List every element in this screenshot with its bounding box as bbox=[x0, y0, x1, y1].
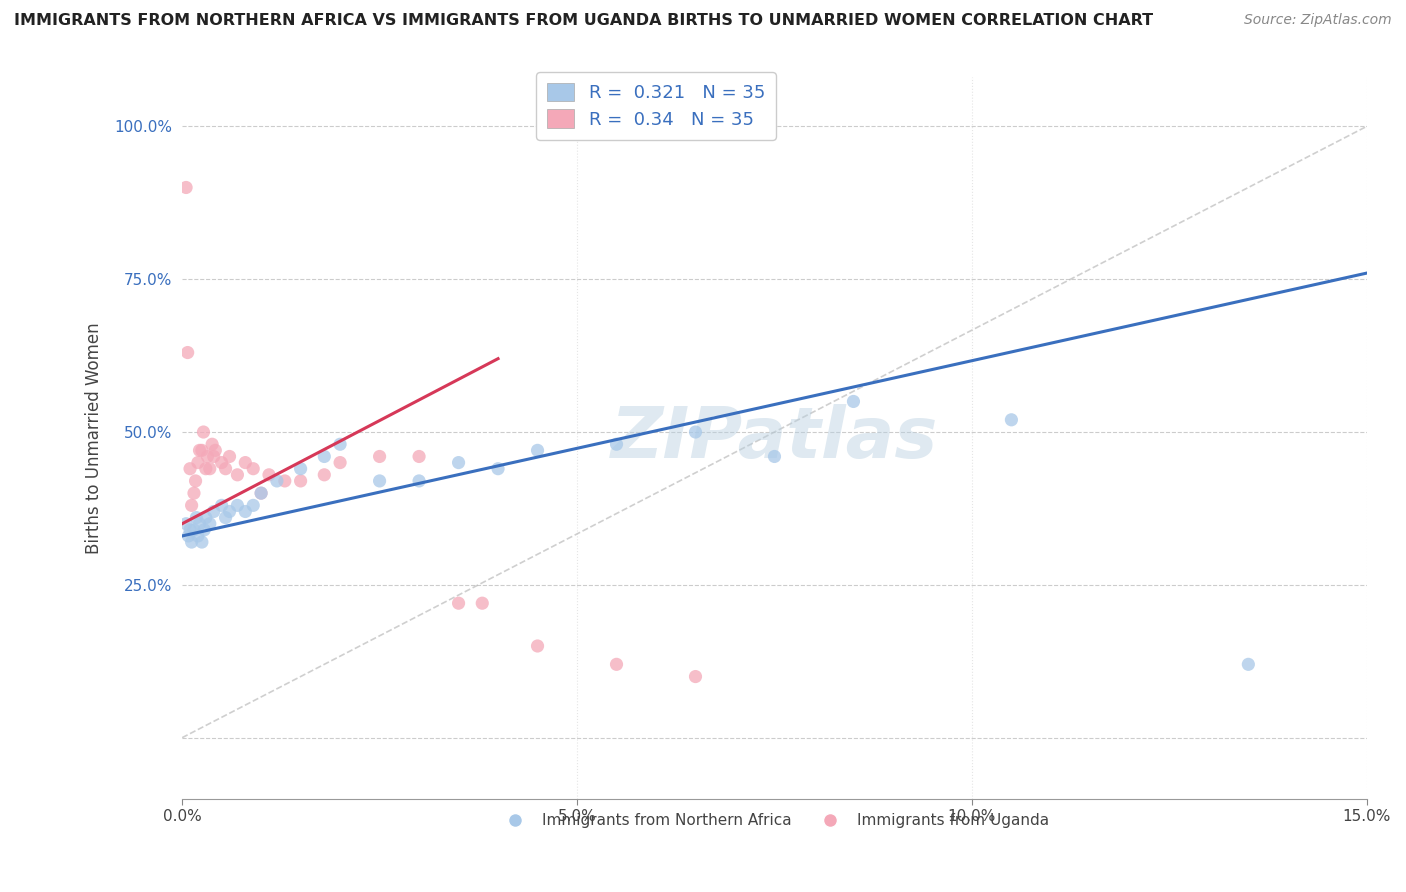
Point bbox=[174, 180, 197, 194]
Point bbox=[314, 450, 336, 464]
Point bbox=[408, 450, 430, 464]
Point bbox=[204, 443, 226, 458]
Point bbox=[226, 499, 249, 513]
Point bbox=[218, 450, 240, 464]
Point bbox=[188, 516, 211, 531]
Point bbox=[191, 443, 214, 458]
Point bbox=[233, 456, 256, 470]
Point bbox=[202, 504, 225, 518]
Point bbox=[274, 474, 297, 488]
Point bbox=[257, 467, 280, 482]
Point bbox=[486, 461, 509, 475]
Point bbox=[198, 461, 221, 475]
Point bbox=[187, 529, 209, 543]
Point bbox=[329, 456, 352, 470]
Point bbox=[685, 669, 707, 683]
Point bbox=[471, 596, 494, 610]
Point bbox=[842, 394, 865, 409]
Point bbox=[408, 474, 430, 488]
Point bbox=[250, 486, 273, 500]
Point bbox=[184, 474, 207, 488]
Point bbox=[1237, 657, 1260, 672]
Point bbox=[685, 425, 707, 439]
Text: ZIPatlas: ZIPatlas bbox=[610, 404, 938, 473]
Point bbox=[183, 523, 205, 537]
Point bbox=[526, 639, 548, 653]
Point bbox=[605, 657, 627, 672]
Legend: Immigrants from Northern Africa, Immigrants from Uganda: Immigrants from Northern Africa, Immigra… bbox=[494, 807, 1056, 835]
Point bbox=[177, 529, 200, 543]
Point bbox=[211, 456, 233, 470]
Point bbox=[290, 474, 312, 488]
Point bbox=[191, 535, 214, 549]
Point bbox=[329, 437, 352, 451]
Point bbox=[226, 467, 249, 482]
Point bbox=[180, 535, 202, 549]
Point bbox=[218, 504, 240, 518]
Point bbox=[214, 461, 236, 475]
Text: IMMIGRANTS FROM NORTHERN AFRICA VS IMMIGRANTS FROM UGANDA BIRTHS TO UNMARRIED WO: IMMIGRANTS FROM NORTHERN AFRICA VS IMMIG… bbox=[14, 13, 1153, 29]
Point bbox=[193, 425, 215, 439]
Point bbox=[179, 523, 201, 537]
Point bbox=[186, 510, 208, 524]
Point bbox=[447, 596, 470, 610]
Point bbox=[174, 516, 197, 531]
Text: Source: ZipAtlas.com: Source: ZipAtlas.com bbox=[1244, 13, 1392, 28]
Point bbox=[180, 499, 202, 513]
Point bbox=[605, 437, 627, 451]
Point bbox=[188, 443, 211, 458]
Point bbox=[242, 499, 264, 513]
Point bbox=[447, 456, 470, 470]
Point bbox=[314, 467, 336, 482]
Point bbox=[526, 443, 548, 458]
Point bbox=[187, 456, 209, 470]
Point bbox=[763, 450, 786, 464]
Point bbox=[179, 461, 201, 475]
Point bbox=[266, 474, 288, 488]
Point bbox=[197, 450, 219, 464]
Point bbox=[183, 486, 205, 500]
Point bbox=[1000, 413, 1022, 427]
Point bbox=[368, 474, 391, 488]
Point bbox=[250, 486, 273, 500]
Point bbox=[176, 345, 198, 359]
Point bbox=[290, 461, 312, 475]
Point bbox=[194, 461, 217, 475]
Point bbox=[211, 499, 233, 513]
Y-axis label: Births to Unmarried Women: Births to Unmarried Women bbox=[86, 322, 103, 554]
Point bbox=[214, 510, 236, 524]
Point bbox=[202, 450, 225, 464]
Point bbox=[194, 510, 217, 524]
Point bbox=[368, 450, 391, 464]
Point bbox=[242, 461, 264, 475]
Point bbox=[233, 504, 256, 518]
Point bbox=[193, 523, 215, 537]
Point bbox=[198, 516, 221, 531]
Point bbox=[201, 437, 224, 451]
